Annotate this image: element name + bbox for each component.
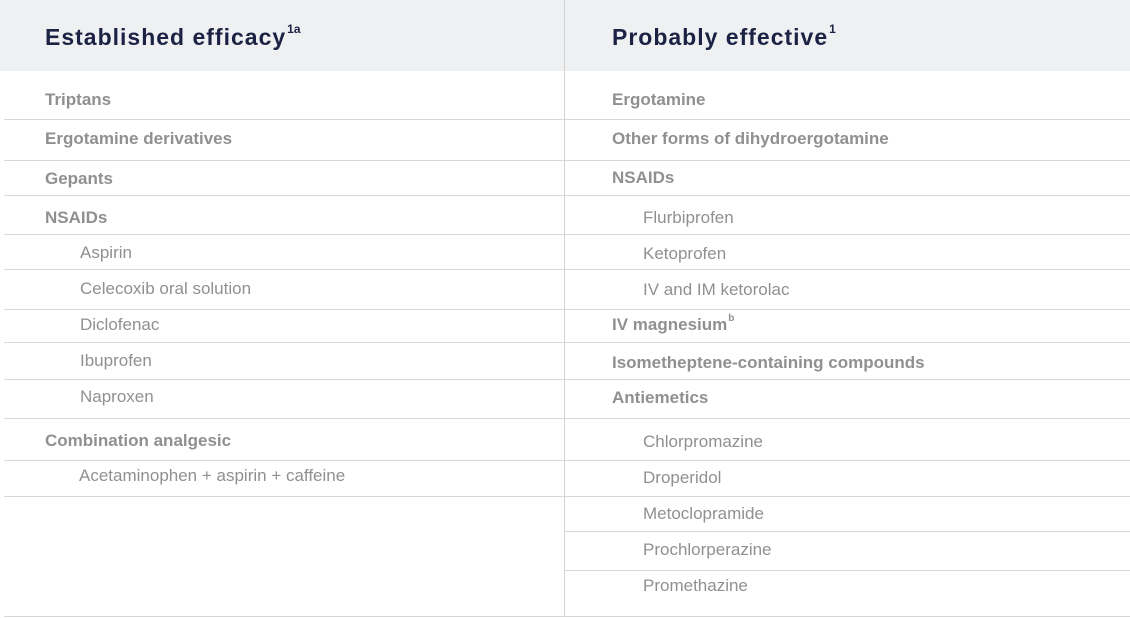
table-row: Antiemetics bbox=[612, 388, 709, 407]
row-separator bbox=[565, 570, 1130, 571]
row-separator bbox=[4, 379, 564, 380]
row-separator bbox=[4, 460, 564, 461]
table-row: Diclofenac bbox=[80, 315, 160, 334]
table-row: NSAIDs bbox=[612, 168, 675, 187]
table-row: NSAIDs bbox=[45, 208, 108, 227]
left-title-superscript: 1a bbox=[287, 22, 301, 37]
row-separator bbox=[565, 531, 1130, 532]
row-separator bbox=[4, 195, 564, 196]
table-row: Gepants bbox=[45, 169, 114, 188]
row-separator bbox=[565, 195, 1130, 196]
table-row: Prochlorperazine bbox=[643, 540, 772, 559]
row-separator bbox=[565, 379, 1130, 380]
row-separator bbox=[565, 309, 1130, 310]
row-separator bbox=[565, 160, 1130, 161]
table-row: Flurbiprofen bbox=[643, 208, 734, 227]
footnote-marker: b bbox=[728, 313, 735, 325]
table-row: IV and IM ketorolac bbox=[643, 280, 790, 299]
row-separator bbox=[4, 234, 564, 235]
row-separator bbox=[4, 160, 564, 161]
table-row: Metoclopramide bbox=[643, 504, 764, 523]
table-row: Combination analgesic bbox=[45, 431, 232, 450]
table-bottom-border bbox=[4, 616, 1130, 617]
row-separator bbox=[565, 269, 1130, 270]
table-row: Triptans bbox=[45, 90, 112, 109]
row-text: IV magnesium bbox=[612, 315, 728, 334]
table-row: Celecoxib oral solution bbox=[80, 279, 252, 298]
table-row: Aspirin bbox=[80, 243, 132, 262]
table-row: Acetaminophen + aspirin + caffeine bbox=[79, 466, 346, 485]
row-separator bbox=[4, 119, 564, 120]
right-title-text: Probably effective bbox=[612, 24, 829, 50]
table-row: Chlorpromazine bbox=[643, 432, 763, 451]
table-row: Ergotamine bbox=[612, 90, 706, 109]
row-separator bbox=[4, 309, 564, 310]
table-row: Ergotamine derivatives bbox=[45, 129, 233, 148]
column-divider bbox=[564, 0, 565, 616]
table-row: Promethazine bbox=[643, 576, 748, 595]
table-row: Ketoprofen bbox=[643, 244, 727, 263]
left-column-title: Established efficacy1a bbox=[45, 22, 301, 51]
row-separator bbox=[565, 342, 1130, 343]
row-separator bbox=[565, 234, 1130, 235]
row-separator bbox=[565, 460, 1130, 461]
row-separator bbox=[565, 496, 1130, 497]
table-row: Droperidol bbox=[643, 468, 722, 487]
table-row: Ibuprofen bbox=[80, 351, 152, 370]
table-row: Other forms of dihydroergotamine bbox=[612, 129, 889, 148]
row-separator bbox=[4, 496, 564, 497]
table-row: IV magnesiumb bbox=[612, 313, 735, 335]
table-header bbox=[0, 0, 1130, 71]
table-row: Isometheptene-containing compounds bbox=[612, 353, 925, 372]
row-separator bbox=[4, 269, 564, 270]
row-separator bbox=[565, 119, 1130, 120]
row-separator bbox=[4, 342, 564, 343]
table-row: Naproxen bbox=[80, 387, 154, 406]
row-separator bbox=[4, 418, 564, 419]
row-separator bbox=[565, 418, 1130, 419]
right-title-superscript: 1 bbox=[829, 22, 836, 37]
right-column-title: Probably effective1 bbox=[612, 22, 836, 51]
left-title-text: Established efficacy bbox=[45, 24, 287, 50]
